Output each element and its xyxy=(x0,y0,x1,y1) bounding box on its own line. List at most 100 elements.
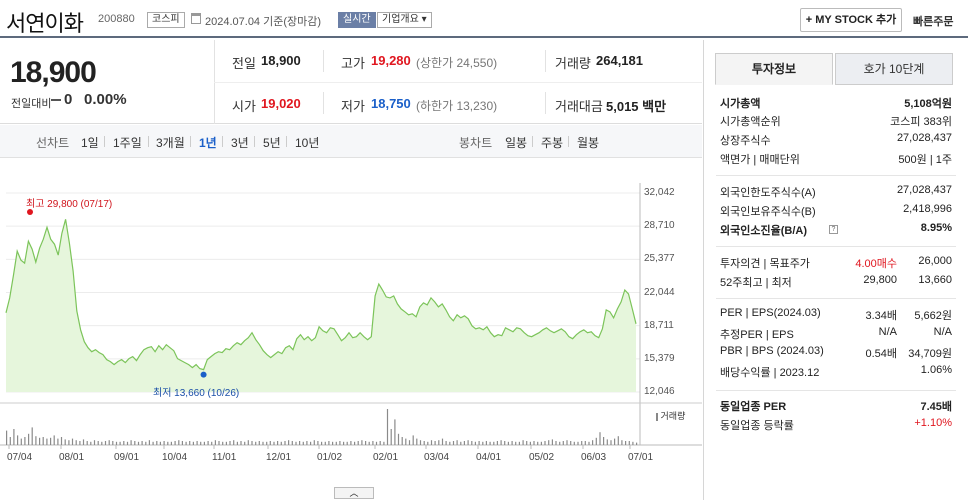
price-summary: 18,900 전일대비 0 0.00% 전일 18,900 고가 19,280 … xyxy=(0,40,702,124)
volume-bar xyxy=(218,441,220,445)
volume-bar xyxy=(119,441,121,445)
volume-bar xyxy=(196,441,198,445)
tab-3m[interactable]: 3개월 xyxy=(156,136,185,150)
y-tick-label: 18,711 xyxy=(644,319,674,331)
volume-bar xyxy=(581,441,583,445)
volume-bar xyxy=(159,441,161,445)
info-row[interactable]: 동일업종 PER 7.45배 xyxy=(720,398,952,416)
volume-bar xyxy=(375,441,378,445)
dividend-label: 배당수익률 | 2023.12 xyxy=(720,367,820,379)
pbr-bps-label: PBR | BPS (2024.03) xyxy=(720,345,824,357)
volume-bar xyxy=(445,441,447,445)
volume-bar xyxy=(489,441,491,445)
company-overview-label: 기업개요 xyxy=(382,14,419,25)
opinion-label: 투자의견 | 목표주가 xyxy=(720,258,810,270)
help-icon[interactable]: ? xyxy=(829,225,838,234)
volume-bar xyxy=(441,438,444,445)
volume-bar xyxy=(540,441,542,445)
change-percent: 0.00% xyxy=(84,91,127,108)
52w-high-value: 29,800 xyxy=(863,274,897,286)
volume-bar xyxy=(595,437,597,445)
tab-daily[interactable]: 일봉 xyxy=(505,136,528,150)
volume-bar xyxy=(97,441,99,445)
volume-bar xyxy=(625,441,627,445)
legend-bar-icon xyxy=(656,412,658,421)
volume-bar xyxy=(273,441,275,445)
volume-bar xyxy=(35,436,37,445)
info-row: 추정PER | EPS N/A N/A xyxy=(720,326,952,344)
volume-bar xyxy=(75,440,77,445)
price-chart[interactable] xyxy=(0,0,702,500)
volume-bar xyxy=(621,440,623,445)
x-tick-label: 02/01 xyxy=(373,452,399,463)
tab-investment-info[interactable]: 투자정보 xyxy=(715,53,833,85)
tab-5y[interactable]: 5년 xyxy=(263,136,281,150)
volume-bar xyxy=(86,441,88,445)
tab-monthly[interactable]: 월봉 xyxy=(577,136,600,150)
tab-3y[interactable]: 3년 xyxy=(231,136,249,150)
volume-bar xyxy=(346,441,348,445)
volume-bar xyxy=(518,441,520,445)
x-tick-label: 09/01 xyxy=(114,452,140,463)
volume-bar xyxy=(397,433,400,445)
volume-bar xyxy=(412,435,414,445)
divider xyxy=(323,92,324,114)
volume-bar xyxy=(368,441,370,445)
volume-bar xyxy=(614,438,616,445)
est-per-label: 추정PER | EPS xyxy=(720,329,794,341)
info-row[interactable]: 동일업종 등락률 +1.10% xyxy=(720,417,952,435)
volume-bar xyxy=(79,441,81,445)
volume-bar xyxy=(463,441,465,445)
amount-value: 5,015 백만 xyxy=(606,99,667,114)
volume-bar xyxy=(588,441,590,445)
volume-bar xyxy=(115,441,118,445)
volume-bar xyxy=(192,441,194,445)
par-value-value: 500원 | 1주 xyxy=(898,154,952,166)
current-price: 18,900 xyxy=(10,56,97,89)
x-tick-label: 12/01 xyxy=(266,452,292,463)
chevron-down-icon: ▾ xyxy=(421,14,427,25)
volume-bar xyxy=(416,438,418,445)
market-cap-rank-value: 코스피 383위 xyxy=(890,116,952,128)
y-tick-label: 22,044 xyxy=(644,286,675,298)
chevron-up-icon: ︿ xyxy=(349,488,359,498)
volume-bar xyxy=(354,441,356,445)
volume-bar xyxy=(324,441,326,445)
tab-order-book[interactable]: 호가 10단계 xyxy=(835,53,953,85)
volume-bar xyxy=(577,441,579,445)
info-row[interactable]: 시가총액순위 코스피 383위 xyxy=(720,113,952,131)
volume-bar xyxy=(500,440,502,445)
collapse-chart-button[interactable]: ︿ xyxy=(334,487,374,499)
divider xyxy=(716,246,956,247)
volume-bar xyxy=(427,441,429,445)
volume-bar xyxy=(394,419,396,445)
tab-1y[interactable]: 1년 xyxy=(199,136,217,150)
x-tick-label: 11/01 xyxy=(212,452,237,463)
divider xyxy=(222,136,223,147)
tab-weekly[interactable]: 주봉 xyxy=(541,136,564,150)
volume-bar xyxy=(284,441,286,445)
volume-bar xyxy=(13,429,15,445)
volume-bar xyxy=(50,437,52,445)
tab-1w[interactable]: 1주일 xyxy=(113,136,142,150)
volume-bar xyxy=(148,440,150,445)
change-label: 전일대비 xyxy=(11,98,52,110)
volume-bar xyxy=(313,440,315,445)
volume-bar xyxy=(178,440,180,445)
volume-bar xyxy=(288,440,290,445)
tab-10y[interactable]: 10년 xyxy=(295,136,320,150)
stock-header: 서연이화 200880 코스피 2024.07.04 기준(장마감) 실시간 기… xyxy=(0,0,968,38)
x-tick-label: 08/01 xyxy=(59,452,85,463)
company-overview-button[interactable]: 기업개요 ▾ xyxy=(377,12,432,28)
tab-1d[interactable]: 1일 xyxy=(81,136,99,150)
volume-bar xyxy=(335,441,337,445)
volume-bar xyxy=(383,441,385,445)
my-stock-add-button[interactable]: + MY STOCK 추가 xyxy=(800,8,902,32)
foreign-exhaustion-label: 외국인소진율(B/A) xyxy=(720,225,807,237)
realtime-badge[interactable]: 실시간 xyxy=(338,12,376,28)
volume-bar xyxy=(504,441,506,445)
foreign-limit-label: 외국인한도주식수(A) xyxy=(720,187,816,199)
volume-bar xyxy=(214,440,216,445)
quick-order-button[interactable]: 빠른주문 xyxy=(913,16,954,28)
volume-bar xyxy=(255,441,257,445)
